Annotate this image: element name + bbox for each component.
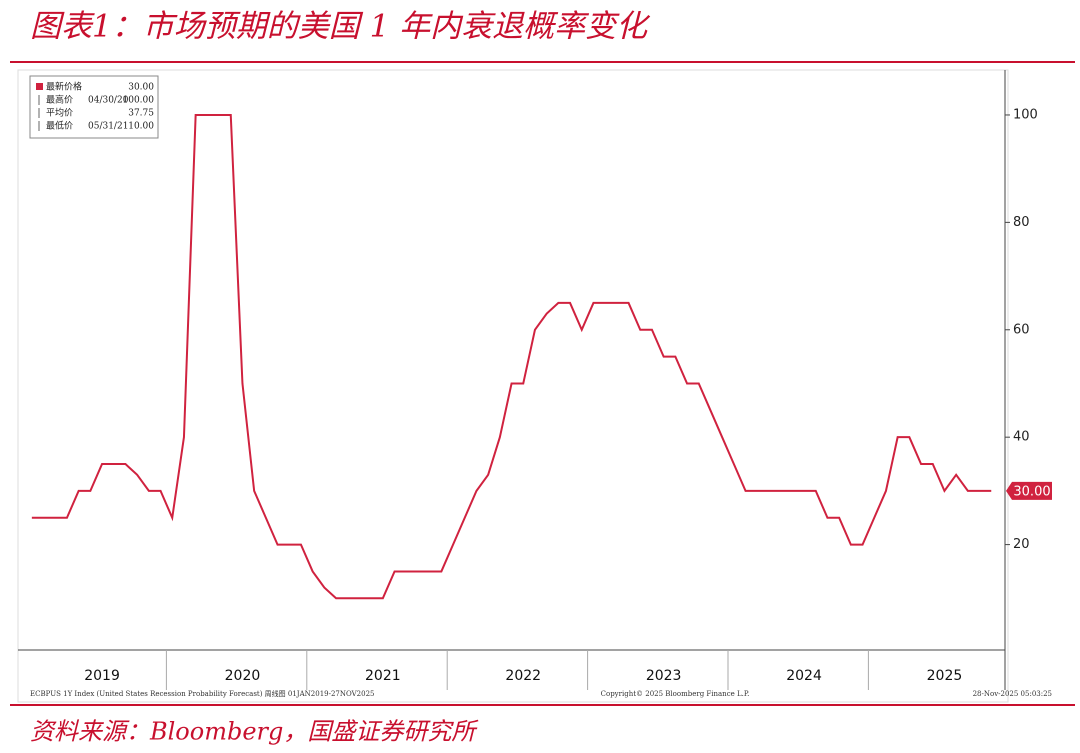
legend-label: 最高价	[46, 94, 73, 106]
legend-label: 最新价格	[46, 81, 82, 93]
chart-title: 图表1：市场预期的美国 1 年内衰退概率变化	[30, 9, 651, 45]
x-tick-label: 2019	[84, 668, 120, 684]
x-tick-label: 2020	[225, 668, 261, 684]
x-tick-label: 2022	[505, 668, 541, 684]
x-tick-label: 2024	[786, 668, 822, 684]
y-tick-label: 40	[1013, 430, 1030, 445]
legend-label: 最低价	[46, 120, 73, 132]
y-tick-label: 80	[1013, 215, 1030, 230]
legend-swatch	[36, 83, 43, 90]
source: 资料来源：Bloomberg，国盛证券研究所	[30, 718, 479, 746]
x-tick-label: 2023	[646, 668, 682, 684]
footer-right: 28-Nov-2025 05:03:25	[973, 690, 1052, 698]
legend-date: 04/30/20	[88, 96, 129, 106]
footer-center: Copyright© 2025 Bloomberg Finance L.P.	[601, 690, 750, 698]
series-line	[31, 113, 992, 600]
y-tick-label: 100	[1013, 107, 1038, 122]
legend-value: 37.75	[128, 109, 154, 119]
legend-value: 30.00	[128, 83, 154, 93]
last-value-tag	[1006, 481, 1052, 500]
plot-frame	[17, 69, 1009, 703]
x-tick-label: 2021	[365, 668, 401, 684]
y-tick-label: 20	[1013, 537, 1030, 552]
legend-label: 平均价	[46, 107, 73, 119]
legend-value: 10.00	[128, 122, 154, 132]
y-tick-label: 60	[1013, 322, 1030, 337]
last-value-label: 30.00	[1013, 484, 1050, 499]
legend-date: 05/31/21	[88, 122, 128, 132]
x-tick-label: 2025	[927, 668, 963, 684]
stats-box	[29, 75, 159, 139]
footer-left: ECBPUS 1Y Index (United States Recession…	[30, 689, 375, 698]
legend-value: 100.00	[123, 96, 155, 106]
